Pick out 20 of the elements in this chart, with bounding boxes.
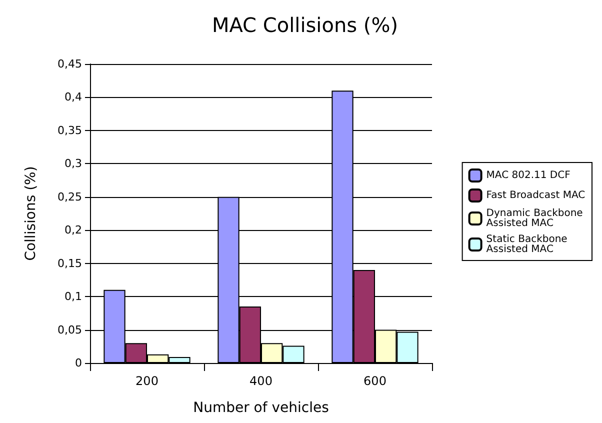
y-tick-label: 0,05	[58, 323, 82, 336]
y-tick-label: 0,45	[58, 58, 82, 70]
x-tick-label: 400	[250, 374, 272, 388]
y-tick-label: 0,1	[64, 290, 82, 304]
y-tick-label: 0,2	[64, 224, 82, 237]
y-tick-label: 0,35	[58, 124, 82, 137]
x-tick-label: 600	[364, 374, 386, 388]
x-tick-label: 200	[136, 374, 158, 388]
y-tick-label: 0,4	[64, 90, 82, 104]
y-tick-label: 0	[75, 356, 82, 370]
legend-label: Static Backbone Assisted MAC	[486, 234, 570, 255]
legend-label: MAC 802.11 DCF	[486, 170, 571, 181]
legend-label: Dynamic Backbone Assisted MAC	[486, 208, 586, 229]
y-tick-label: 0,15	[58, 256, 82, 270]
x-axis-title: Number of vehicles	[193, 400, 329, 416]
legend-label: Fast Broadcast MAC	[486, 190, 586, 201]
y-tick-label: 0,25	[58, 190, 82, 204]
chart-title: MAC Collisions (%)	[212, 13, 398, 37]
y-axis-title: Collisions (%)	[23, 166, 39, 261]
y-tick-label: 0,3	[64, 157, 82, 170]
